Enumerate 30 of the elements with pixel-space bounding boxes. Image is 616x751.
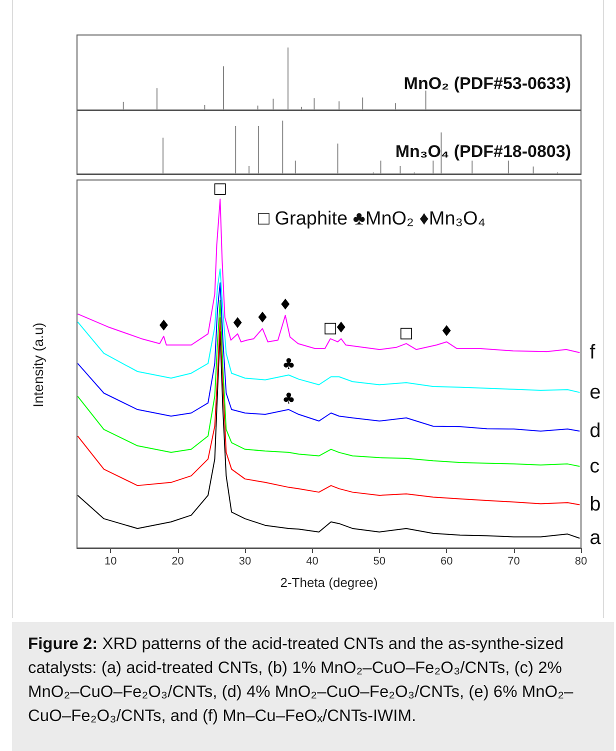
series-label: c [590, 455, 600, 478]
annotation: ♦ [156, 316, 170, 334]
annotation: ♦ [256, 308, 270, 327]
x-tick-label: 40 [306, 556, 318, 568]
text: Mn₃O₄ (PDF#18-0803) [395, 142, 572, 161]
series-label: b [590, 494, 601, 516]
series-label: d [590, 420, 601, 442]
x-tick-label: 50 [373, 556, 386, 568]
text: MnO₂ (PDF#53-0633) [404, 74, 572, 93]
annotation: □ [399, 324, 414, 342]
y-axis-title: Intensity (a.u) [30, 322, 46, 408]
series-label: a [590, 527, 602, 550]
x-tick-label: 70 [508, 556, 520, 568]
annotation: ♦ [230, 314, 244, 332]
annotation: ♣ [282, 390, 296, 408]
caption: Figure 2: XRD patterns of the acid-treated CNTs and the as-synthe-sized catalysts: (a) acid-treated CNTs, (b) 1% MnO₂–CuO–Fe₂O₃/CNTs, (c) 2% MnO₂–CuO–Fe₂O₃/CNTs, (d) 4% MnO₂–CuO–Fe₂O₃/CNTs, (e) 6% MnO₂–CuO–Fe₂O₃/CNTs, and (f) Mn–Cu–FeOₓ/CNTs-IWIM. [12, 622, 614, 751]
annotation: □ [213, 179, 228, 198]
x-tick-label: 80 [574, 556, 588, 568]
annotation: □ Graphite ♣MnO₂ ♦Mn₃O₄ [258, 208, 486, 230]
x-tick-label: 30 [238, 556, 252, 568]
annotation: ♦ [440, 322, 454, 340]
series-label: f [590, 342, 596, 364]
x-axis-title: 2-Theta (degree) [280, 575, 378, 590]
annotation: ♣ [282, 354, 296, 373]
x-tick-label: 20 [172, 556, 184, 568]
series-label: e [590, 381, 601, 404]
x-tick-label: 60 [440, 556, 453, 568]
annotation: □ [323, 318, 338, 337]
x-tick-label: 10 [104, 556, 117, 568]
annotation: ♦ [278, 295, 292, 314]
